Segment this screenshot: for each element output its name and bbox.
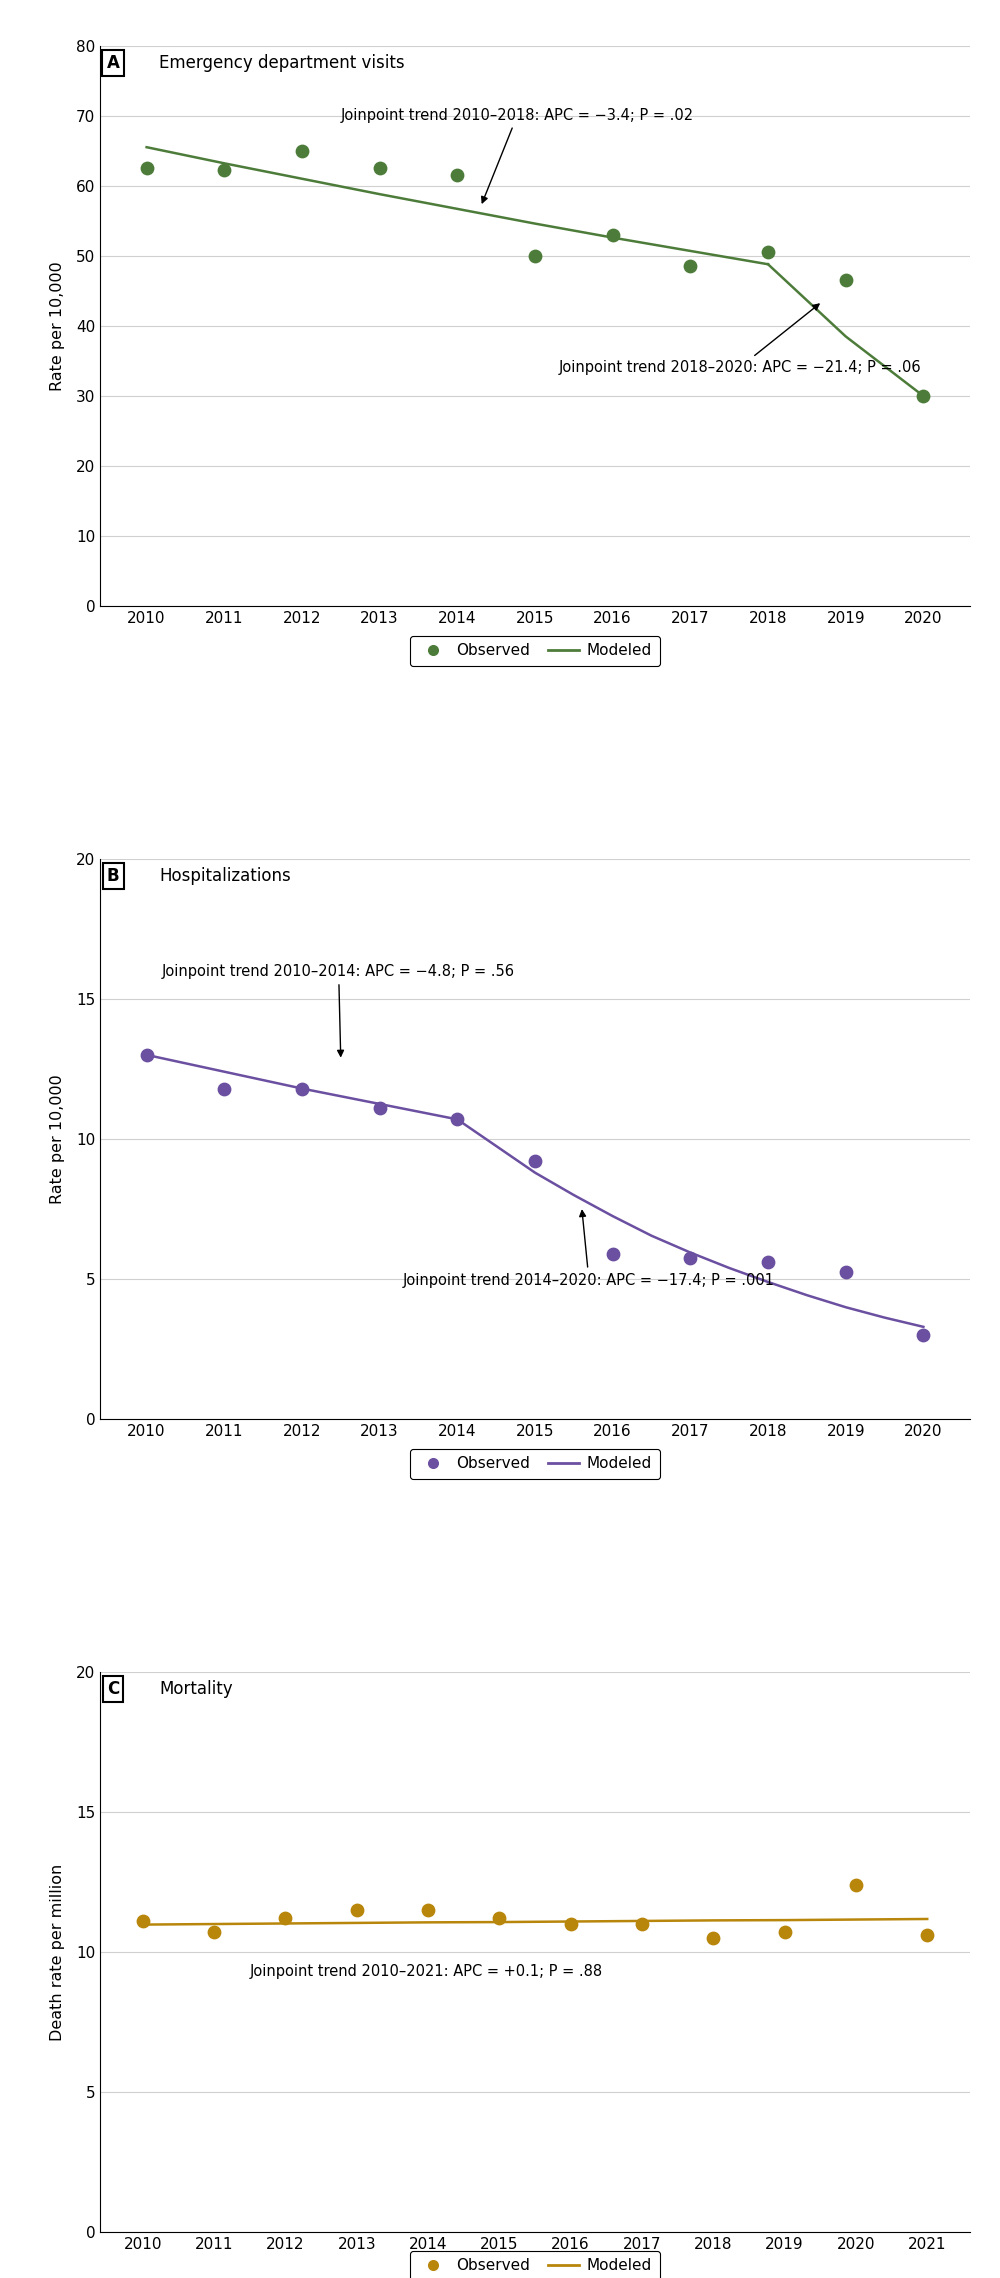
Point	[135, 1902, 151, 1939]
Point	[294, 132, 310, 169]
Point	[682, 248, 698, 285]
Point	[449, 157, 465, 194]
Legend: Observed, Modeled: Observed, Modeled	[410, 1449, 660, 1478]
Point	[372, 150, 388, 187]
Legend: Observed, Modeled: Observed, Modeled	[410, 2251, 660, 2278]
Point	[139, 150, 155, 187]
Point	[838, 262, 854, 298]
Point	[682, 1239, 698, 1276]
Point	[420, 1891, 436, 1927]
Text: Joinpoint trend 2010–2018: APC = −3.4; P = .02: Joinpoint trend 2010–2018: APC = −3.4; P…	[341, 107, 694, 203]
Point	[838, 1253, 854, 1289]
Point	[915, 1317, 931, 1353]
Point	[760, 1244, 776, 1280]
Point	[705, 1920, 721, 1957]
Point	[563, 1907, 579, 1943]
Legend: Observed, Modeled: Observed, Modeled	[410, 636, 660, 665]
Text: Hospitalizations: Hospitalizations	[159, 868, 291, 886]
Point	[777, 1914, 793, 1950]
Point	[294, 1071, 310, 1107]
Text: Joinpoint trend 2018–2020: APC = −21.4; P = .06: Joinpoint trend 2018–2020: APC = −21.4; …	[558, 303, 921, 376]
Point	[449, 1100, 465, 1137]
Point	[848, 1866, 864, 1902]
Text: Emergency department visits: Emergency department visits	[159, 55, 405, 73]
Point	[277, 1900, 293, 1936]
Point	[139, 1036, 155, 1073]
Point	[349, 1891, 365, 1927]
Text: C: C	[107, 1681, 119, 1697]
Point	[915, 378, 931, 415]
Point	[634, 1907, 650, 1943]
Point	[527, 237, 543, 273]
Text: B: B	[107, 868, 119, 886]
Point	[527, 1144, 543, 1180]
Y-axis label: Death rate per million: Death rate per million	[50, 1863, 65, 2041]
Point	[605, 216, 621, 253]
Point	[760, 235, 776, 271]
Point	[491, 1900, 507, 1936]
Point	[216, 1071, 232, 1107]
Text: Joinpoint trend 2010–2014: APC = −4.8; P = .56: Joinpoint trend 2010–2014: APC = −4.8; P…	[162, 964, 515, 1057]
Text: A: A	[107, 55, 119, 73]
Point	[372, 1089, 388, 1125]
Point	[605, 1235, 621, 1271]
Point	[206, 1914, 222, 1950]
Point	[216, 153, 232, 189]
Text: Joinpoint trend 2010–2021: APC = +0.1; P = .88: Joinpoint trend 2010–2021: APC = +0.1; P…	[250, 1964, 603, 1980]
Point	[919, 1918, 935, 1955]
Text: Joinpoint trend 2014–2020: APC = −17.4; P = .001: Joinpoint trend 2014–2020: APC = −17.4; …	[403, 1210, 775, 1287]
Y-axis label: Rate per 10,000: Rate per 10,000	[50, 262, 65, 392]
Text: Mortality: Mortality	[159, 1681, 233, 1697]
Y-axis label: Rate per 10,000: Rate per 10,000	[50, 1075, 65, 1203]
